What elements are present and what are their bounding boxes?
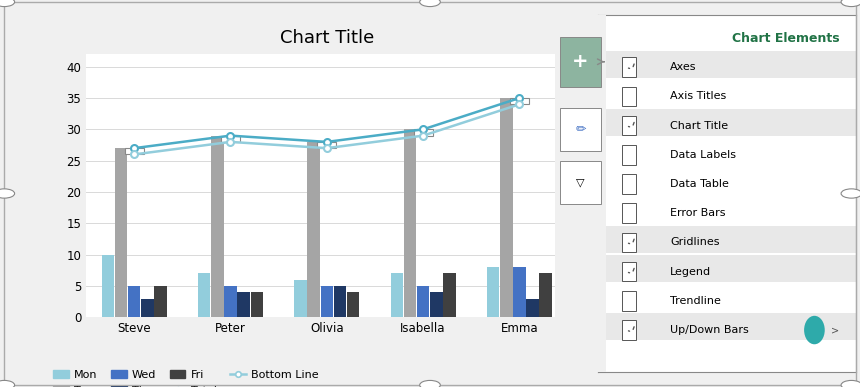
Bar: [622, 204, 636, 223]
Bar: [430, 292, 443, 317]
Title: Chart Title: Chart Title: [280, 29, 374, 47]
Legend: Mon, Tue, Wed, Thu, Fri, Total, Bottom Line: Mon, Tue, Wed, Thu, Fri, Total, Bottom L…: [53, 370, 319, 387]
Text: Trendline: Trendline: [670, 296, 721, 306]
Text: Chart Elements: Chart Elements: [732, 32, 839, 45]
Circle shape: [804, 316, 825, 344]
Text: Error Bars: Error Bars: [670, 208, 726, 218]
Text: Data Table: Data Table: [670, 179, 728, 189]
Bar: [128, 286, 140, 317]
Text: Up/Down Bars: Up/Down Bars: [670, 325, 749, 335]
Text: +: +: [572, 52, 589, 71]
Bar: [443, 274, 456, 317]
Bar: [317, 142, 336, 148]
Bar: [598, 226, 856, 253]
Bar: [622, 145, 636, 164]
Bar: [417, 286, 429, 317]
Bar: [598, 51, 856, 77]
Text: Axis Titles: Axis Titles: [670, 91, 726, 101]
Text: ✏: ✏: [575, 123, 586, 136]
Bar: [513, 267, 525, 317]
Text: Axes: Axes: [670, 62, 697, 72]
Bar: [560, 108, 601, 151]
Bar: [560, 161, 601, 204]
Bar: [500, 98, 513, 317]
Bar: [141, 298, 154, 317]
Bar: [321, 286, 333, 317]
Bar: [622, 87, 636, 106]
Bar: [598, 313, 856, 340]
Bar: [101, 255, 114, 317]
Bar: [114, 148, 127, 317]
Text: Chart Title: Chart Title: [670, 121, 728, 131]
Bar: [125, 148, 144, 154]
Bar: [598, 255, 856, 282]
Bar: [560, 37, 601, 87]
Bar: [154, 286, 167, 317]
Bar: [622, 116, 636, 135]
Text: Gridlines: Gridlines: [670, 238, 720, 247]
Bar: [307, 142, 320, 317]
Bar: [347, 292, 359, 317]
Bar: [221, 135, 240, 142]
Bar: [622, 174, 636, 194]
Bar: [237, 292, 250, 317]
Bar: [598, 109, 856, 136]
Bar: [390, 274, 403, 317]
Bar: [622, 262, 636, 281]
Bar: [622, 320, 636, 340]
Text: >: >: [831, 325, 839, 335]
Bar: [334, 286, 347, 317]
Text: Data Labels: Data Labels: [670, 150, 736, 160]
Bar: [224, 286, 237, 317]
Bar: [250, 292, 263, 317]
Bar: [622, 291, 636, 311]
Bar: [211, 135, 224, 317]
Text: Legend: Legend: [670, 267, 711, 277]
Bar: [294, 280, 307, 317]
Bar: [622, 233, 636, 252]
Bar: [198, 274, 211, 317]
Bar: [539, 274, 552, 317]
Bar: [622, 58, 636, 77]
Bar: [414, 129, 433, 135]
Bar: [510, 98, 529, 104]
Bar: [403, 129, 416, 317]
Text: ▽: ▽: [576, 178, 585, 188]
Bar: [526, 298, 539, 317]
Bar: [487, 267, 500, 317]
